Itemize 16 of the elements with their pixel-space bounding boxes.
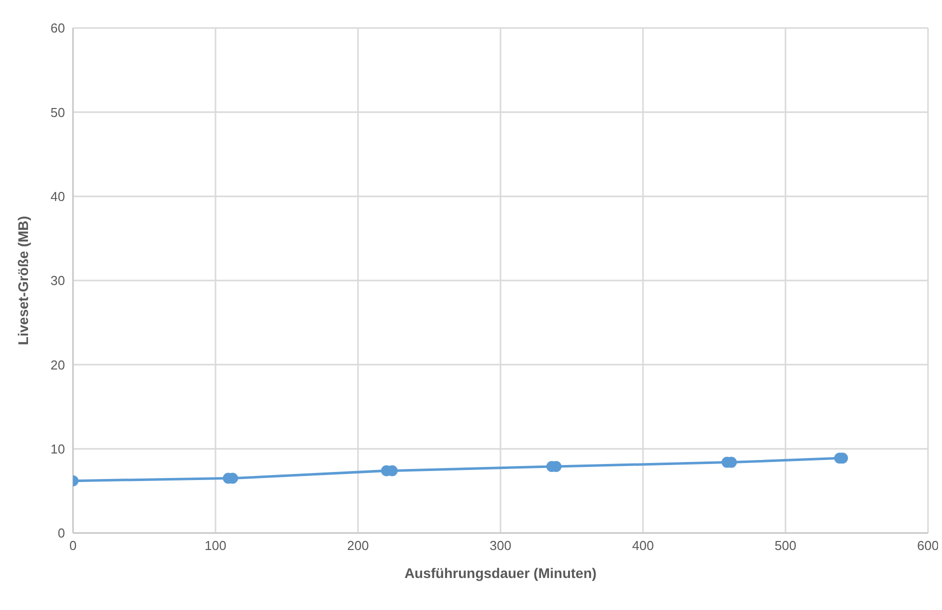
y-tick-label: 60 (50, 20, 65, 36)
x-tick-label: 100 (204, 538, 226, 554)
x-axis-title: Ausführungsdauer (Minuten) (404, 565, 597, 581)
x-tick-label: 500 (774, 538, 796, 554)
y-tick-label: 30 (50, 273, 65, 288)
x-tick-label: 300 (490, 538, 512, 554)
y-axis-title: Liveset-Größe (MB) (14, 216, 31, 346)
y-tick-label: 40 (50, 188, 65, 204)
y-tick-label: 10 (50, 441, 65, 456)
y-tick-label: 20 (50, 357, 65, 372)
x-tick-label: 600 (917, 538, 939, 554)
x-tick-label: 200 (347, 538, 369, 554)
y-tick-label: 0 (58, 526, 65, 541)
x-tick-label: 400 (632, 538, 654, 554)
x-tick-label: 0 (69, 538, 77, 554)
y-tick-label: 50 (50, 104, 65, 120)
